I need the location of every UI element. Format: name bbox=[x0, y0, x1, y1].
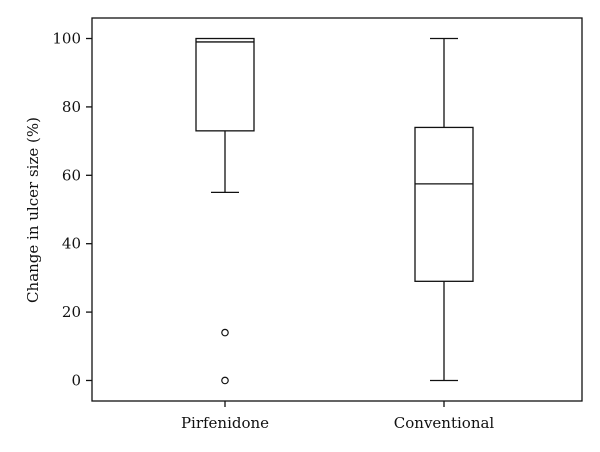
boxes-layer bbox=[195, 37, 474, 385]
box-pirfenidone bbox=[195, 37, 255, 385]
y-tick-label-40: 40 bbox=[62, 235, 81, 253]
plot-frame bbox=[91, 17, 583, 402]
x-tick-label-conventional: Conventional bbox=[394, 414, 495, 432]
outlier-pirfenidone-1 bbox=[221, 376, 229, 385]
iqr-box-conventional bbox=[414, 126, 474, 282]
y-tick-label-60: 60 bbox=[62, 166, 81, 184]
box-conventional bbox=[414, 37, 474, 382]
y-tick-label-0: 0 bbox=[71, 371, 81, 389]
y-tick-label-100: 100 bbox=[52, 30, 81, 48]
y-axis-label: Change in ulcer size (%) bbox=[24, 117, 42, 303]
x-tick-label-pirfenidone: Pirfenidone bbox=[181, 414, 269, 432]
y-axis: 0 20 40 60 80 100 bbox=[52, 30, 92, 389]
iqr-box-pirfenidone bbox=[195, 37, 255, 132]
x-axis: Pirfenidone Conventional bbox=[181, 401, 494, 432]
outlier-pirfenidone-0 bbox=[221, 328, 229, 337]
y-tick-label-80: 80 bbox=[62, 98, 81, 116]
y-tick-label-20: 20 bbox=[62, 303, 81, 321]
